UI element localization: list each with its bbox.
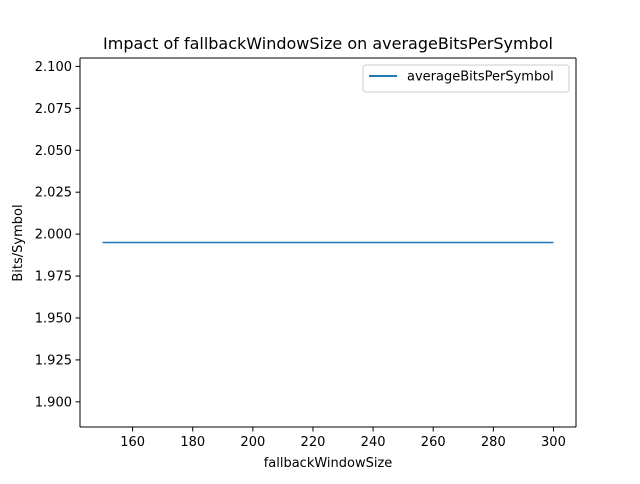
legend-label: averageBitsPerSymbol: [407, 70, 554, 85]
y-tick-label: 2.025: [35, 186, 72, 201]
chart-title: Impact of fallbackWindowSize on averageB…: [103, 34, 553, 53]
x-tick-label: 220: [301, 435, 326, 450]
legend-box: [362, 64, 570, 93]
y-axis-label: Bits/Symbol: [11, 204, 26, 281]
x-tick-label: 240: [361, 435, 386, 450]
x-axis-label: fallbackWindowSize: [264, 456, 393, 471]
y-ticks: 1.900 1.925 1.950 1.975 2.000 2.025 2.050 2.075…: [35, 60, 80, 410]
legend: averageBitsPerSymbol: [362, 64, 570, 93]
x-tick-label: 160: [120, 435, 145, 450]
y-tick-label: 1.900: [35, 395, 72, 410]
x-tick-label: 180: [180, 435, 205, 450]
x-tick-label: 300: [541, 435, 566, 450]
y-tick-label: 2.000: [35, 228, 72, 243]
x-ticks: 160 180 200 220 240 260 280 300: [120, 427, 566, 450]
y-tick-label: 2.050: [35, 144, 72, 159]
y-tick-label: 1.925: [35, 353, 72, 368]
y-tick-label: 1.950: [35, 311, 72, 326]
y-tick-label: 1.975: [35, 270, 72, 285]
x-tick-label: 200: [240, 435, 265, 450]
y-tick-label: 2.100: [35, 60, 72, 75]
y-tick-label: 2.075: [35, 102, 72, 117]
x-tick-label: 280: [481, 435, 506, 450]
x-tick-label: 260: [421, 435, 446, 450]
